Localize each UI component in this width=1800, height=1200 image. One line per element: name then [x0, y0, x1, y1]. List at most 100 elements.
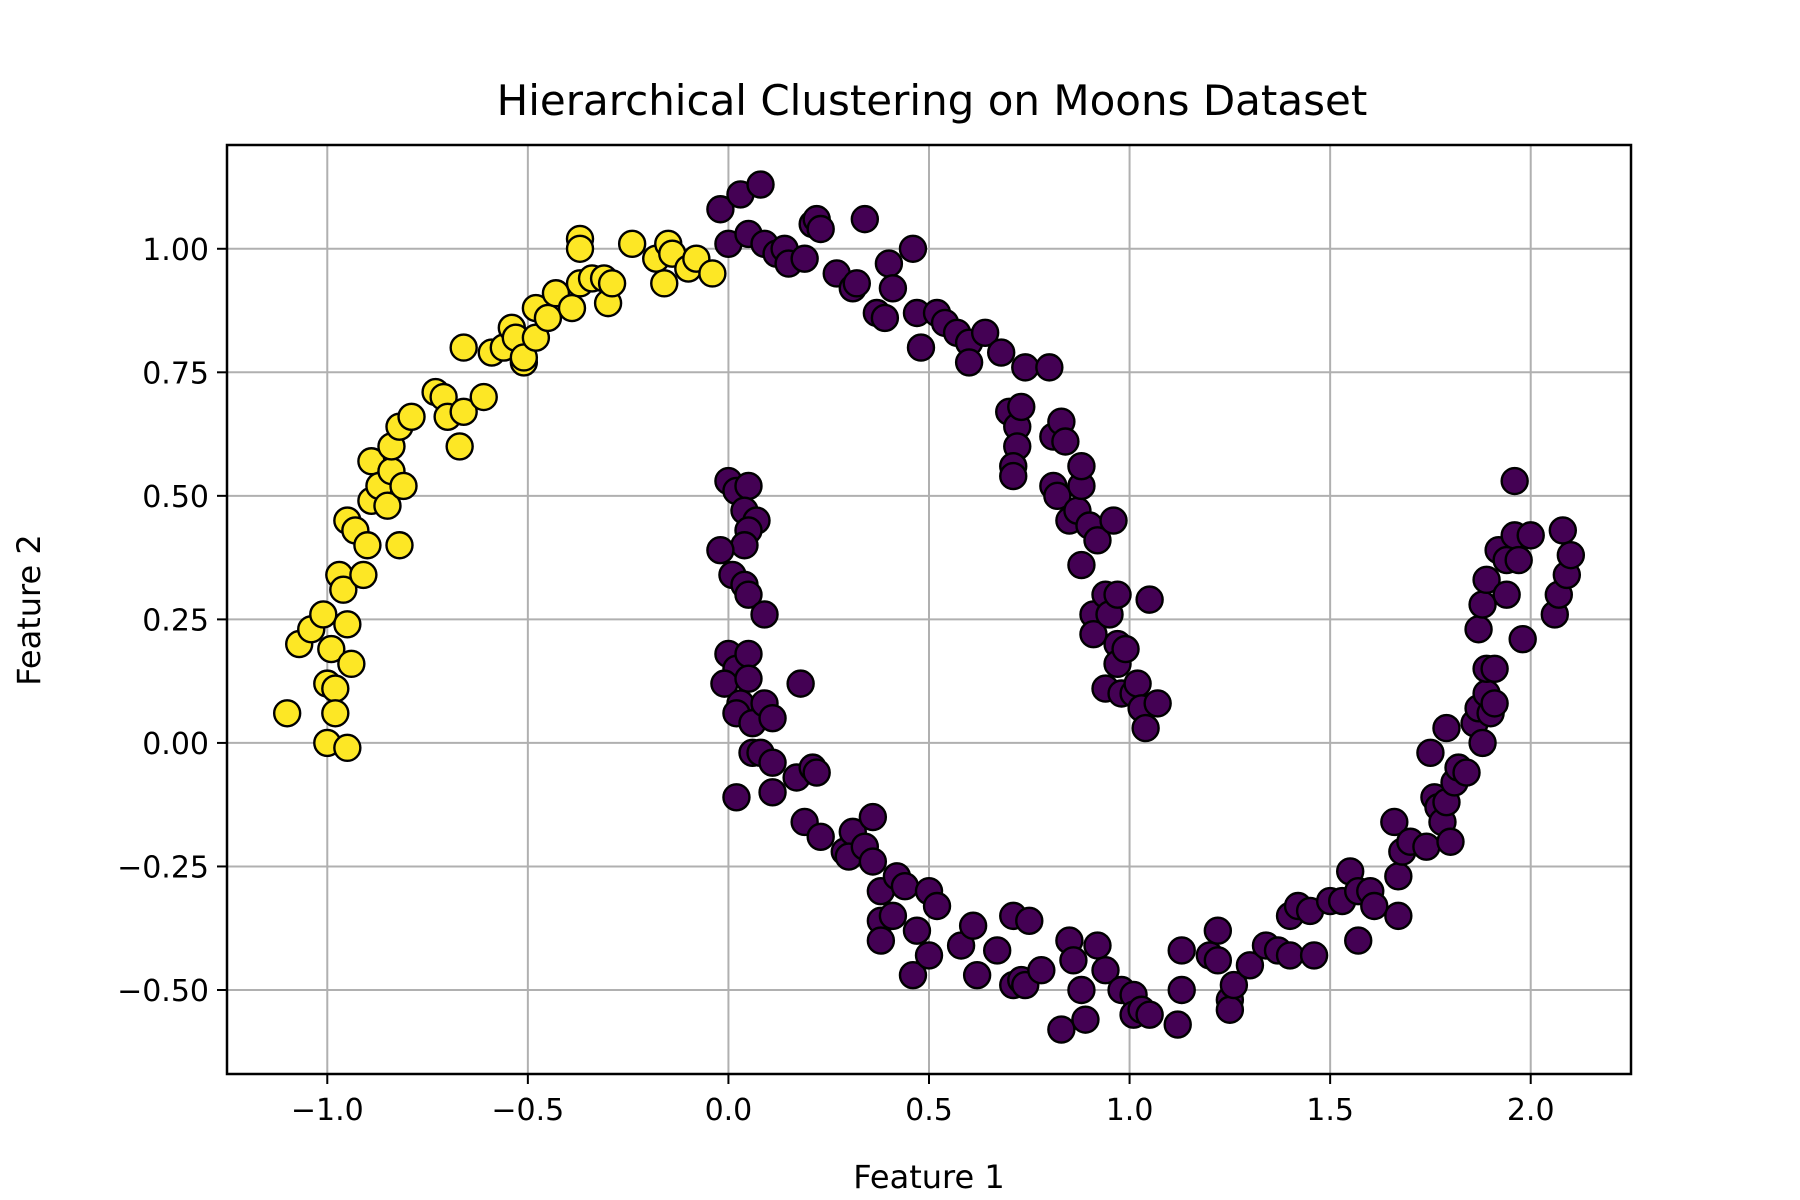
data-point — [1103, 580, 1132, 609]
data-point — [1215, 995, 1245, 1024]
data-point — [1380, 807, 1409, 837]
data-point — [1167, 975, 1196, 1005]
data-point — [1015, 906, 1044, 936]
data-point — [449, 333, 478, 362]
x-tick-label: 1.5 — [1306, 1093, 1354, 1128]
data-point — [1091, 956, 1120, 985]
data-point — [1067, 550, 1096, 580]
data-point — [1384, 862, 1413, 891]
y-tick-label: −0.25 — [117, 850, 209, 885]
y-tick-label: 1.00 — [142, 233, 209, 268]
data-point — [970, 318, 1000, 347]
data-point — [1067, 975, 1096, 1005]
data-point — [706, 536, 735, 565]
data-point — [1167, 936, 1196, 965]
data-point — [1436, 827, 1465, 856]
data-point — [1492, 580, 1521, 609]
data-point — [1452, 758, 1481, 787]
data-point — [858, 802, 888, 832]
data-point — [1143, 689, 1172, 718]
chart-title: Hierarchical Clustering on Moons Dataset — [497, 76, 1368, 125]
x-tick-label: 0.0 — [705, 1093, 753, 1128]
data-point — [1480, 689, 1509, 718]
data-point — [1464, 615, 1493, 644]
y-tick-label: 0.25 — [142, 603, 209, 638]
data-point — [1516, 521, 1545, 550]
data-point — [1027, 956, 1056, 985]
data-point — [272, 699, 302, 728]
y-tick-label: 0.50 — [142, 480, 209, 515]
x-tick-label: −1.0 — [291, 1093, 364, 1128]
data-point — [802, 758, 831, 787]
data-point — [730, 531, 759, 560]
data-point — [1416, 738, 1445, 768]
data-point — [1043, 481, 1072, 511]
data-point — [866, 926, 896, 955]
data-point — [898, 960, 928, 990]
data-point — [734, 471, 763, 501]
data-point — [858, 847, 888, 876]
data-point — [962, 960, 992, 990]
y-axis-ticks: −0.50 −0.25 0.00 0.25 0.50 0.75 1.00 — [117, 233, 227, 1009]
data-point — [1412, 832, 1441, 861]
data-point — [533, 303, 563, 333]
data-point — [650, 269, 679, 298]
data-point — [906, 333, 936, 362]
data-point — [922, 891, 952, 921]
data-point — [902, 916, 932, 945]
data-point — [706, 195, 735, 224]
data-point — [850, 204, 880, 234]
data-point — [333, 610, 362, 639]
data-point — [1203, 946, 1233, 975]
data-point — [750, 600, 779, 629]
data-point — [397, 402, 426, 431]
data-point — [333, 733, 362, 763]
data-point — [1135, 585, 1164, 614]
data-point — [1472, 565, 1501, 595]
data-point — [317, 634, 346, 664]
data-point — [1035, 353, 1064, 382]
data-point — [890, 872, 920, 901]
data-point — [557, 293, 587, 323]
y-tick-label: 0.00 — [142, 727, 209, 762]
data-point — [1556, 540, 1586, 570]
data-point — [1067, 451, 1096, 481]
data-point — [870, 303, 900, 333]
data-point — [329, 575, 358, 604]
data-point — [1051, 427, 1080, 456]
data-point — [1480, 654, 1509, 683]
data-point — [1123, 669, 1152, 698]
data-point — [1504, 545, 1533, 575]
data-point — [1071, 1005, 1100, 1034]
data-point — [1011, 353, 1040, 382]
data-point — [734, 580, 763, 609]
data-point — [746, 170, 775, 199]
data-point — [309, 600, 338, 629]
data-point — [987, 338, 1016, 367]
data-point — [1111, 634, 1140, 664]
x-axis-ticks: −1.0 −0.5 0.0 0.5 1.0 1.5 2.0 — [291, 1074, 1555, 1128]
data-point — [954, 348, 984, 377]
x-axis-label: Feature 1 — [853, 1158, 1004, 1196]
x-tick-label: 2.0 — [1507, 1093, 1555, 1128]
data-point — [698, 259, 727, 288]
data-point — [373, 491, 402, 520]
y-axis-label: Feature 2 — [10, 534, 48, 685]
y-tick-label: 0.75 — [142, 356, 209, 391]
data-point — [734, 639, 763, 669]
data-point — [806, 822, 835, 852]
data-point — [1432, 713, 1461, 743]
data-point — [1508, 624, 1537, 654]
data-point — [565, 234, 595, 263]
data-point — [786, 669, 815, 698]
data-point — [999, 461, 1028, 491]
data-point — [1468, 590, 1497, 619]
data-point — [1131, 713, 1160, 743]
data-point — [349, 560, 378, 590]
data-point — [1203, 916, 1233, 945]
data-point — [1099, 506, 1128, 535]
data-point — [1007, 392, 1036, 422]
data-point — [1219, 970, 1249, 1000]
data-point — [758, 704, 787, 733]
